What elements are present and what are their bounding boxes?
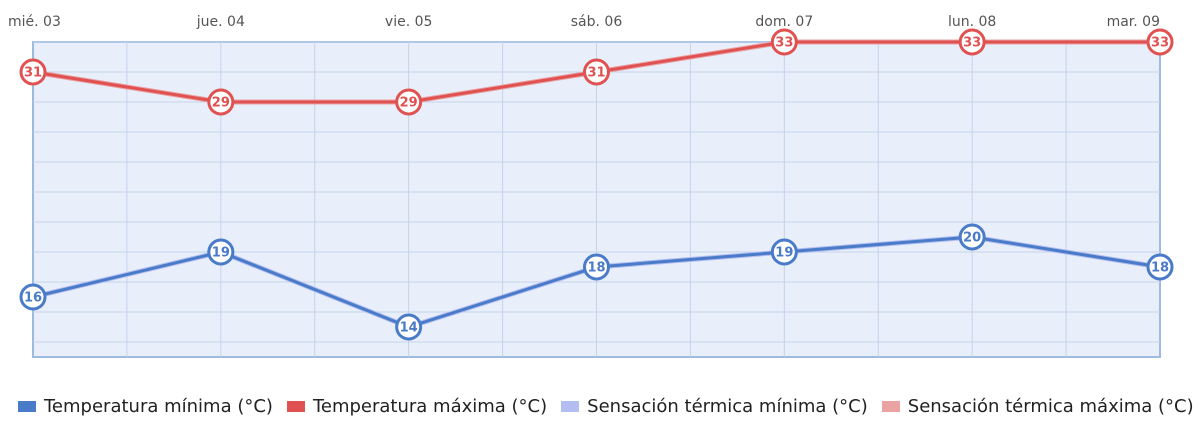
point — [19, 58, 47, 86]
point-label: 29 — [400, 96, 418, 111]
point — [583, 58, 610, 86]
x-tick-label: sáb. 06 — [571, 14, 623, 30]
point — [1146, 253, 1174, 281]
point — [770, 28, 798, 56]
point — [207, 88, 235, 116]
point-label: 19 — [212, 246, 230, 261]
point — [395, 88, 423, 116]
point — [583, 253, 610, 281]
x-tick-label: mié. 03 — [8, 14, 61, 30]
x-tick-label: jue. 04 — [196, 14, 245, 30]
point-label: 33 — [963, 36, 981, 51]
x-tick-label: lun. 08 — [948, 14, 996, 30]
legend-label: Sensación térmica máxima (°C) — [907, 396, 1194, 417]
point-label: 18 — [587, 261, 605, 276]
point — [19, 283, 47, 311]
point-label: 19 — [775, 246, 793, 261]
legend-item[interactable]: Sensación térmica máxima (°C) — [881, 396, 1194, 417]
point — [1146, 28, 1174, 56]
legend-item[interactable]: Temperatura mínima (°C) — [18, 396, 273, 417]
point-label: 16 — [24, 291, 42, 306]
legend-swatch — [561, 401, 580, 412]
point-label: 20 — [963, 231, 981, 246]
legend-swatch — [18, 401, 36, 412]
point-label: 14 — [400, 321, 418, 336]
point — [207, 238, 235, 266]
point — [958, 28, 986, 56]
point-label: 18 — [1151, 261, 1169, 276]
legend-swatch — [286, 401, 305, 412]
legend-label: Sensación térmica mínima (°C) — [587, 396, 868, 417]
point-label: 29 — [212, 96, 230, 111]
point-label: 31 — [587, 66, 605, 81]
legend-item[interactable]: Temperatura máxima (°C) — [286, 396, 548, 417]
legend-item[interactable]: Sensación térmica mínima (°C) — [561, 396, 868, 417]
point-label: 31 — [24, 66, 42, 81]
point — [958, 223, 986, 251]
x-tick-label: dom. 07 — [755, 14, 813, 30]
legend-label: Temperatura mínima (°C) — [44, 396, 273, 417]
x-tick-label: vie. 05 — [385, 14, 433, 30]
point — [395, 313, 423, 341]
point-label: 33 — [1151, 36, 1169, 51]
point-label: 33 — [775, 36, 793, 51]
x-tick-label: mar. 09 — [1107, 14, 1160, 30]
point — [770, 238, 798, 266]
legend-swatch — [881, 401, 900, 412]
chart: mié. 03 jue. 04 vie. 05 sáb. 06 dom. 07 lun. … — [8, 14, 1174, 358]
legend: Temperatura mínima (°C) Temperatura máxim… — [18, 396, 1194, 417]
legend-label: Temperatura máxima (°C) — [312, 396, 548, 417]
